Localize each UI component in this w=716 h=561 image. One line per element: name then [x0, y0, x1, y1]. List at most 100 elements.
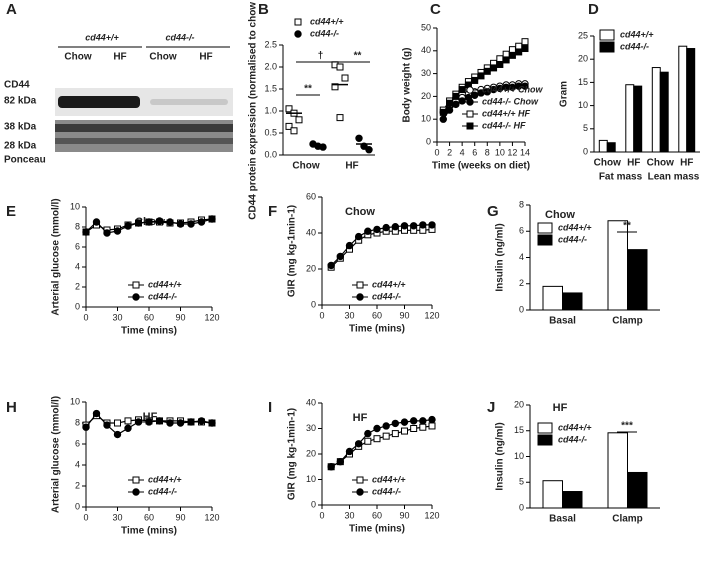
marker — [327, 261, 335, 270]
x-tick-label: 10 — [495, 147, 505, 157]
marker — [490, 64, 498, 72]
marker — [187, 418, 195, 426]
marker — [92, 218, 101, 226]
y-tick-label: 60 — [306, 191, 316, 201]
legend-swatch — [537, 422, 553, 434]
panel-letter: D — [588, 1, 599, 18]
marker — [336, 63, 344, 71]
x-tick-label: 8 — [485, 147, 490, 157]
legend-marker — [132, 293, 140, 301]
sig-label: *** — [621, 421, 633, 432]
y-axis-label: CD44 protein expression (normalised to c… — [248, 0, 259, 220]
y-tick-label: 2 — [519, 278, 524, 288]
marker — [285, 122, 293, 130]
bar — [659, 71, 669, 153]
x-tick-label: 0 — [319, 310, 324, 320]
y-tick-label: 20 — [578, 54, 588, 64]
marker — [419, 417, 427, 425]
y-tick-label: 0 — [75, 301, 80, 311]
x-tick-label: Basal — [549, 514, 576, 525]
legend-label: cd44-/- — [372, 486, 401, 496]
bar — [651, 67, 661, 153]
x-tick-label: 60 — [372, 310, 382, 320]
legend-label: cd44-/- — [558, 434, 587, 444]
x-tick-label: Basal — [549, 316, 576, 327]
bar — [686, 48, 696, 153]
marker — [373, 225, 381, 234]
marker — [428, 221, 436, 229]
marker — [103, 421, 111, 429]
x-axis-label: Time (mins) — [121, 326, 177, 337]
panel-letter: A — [6, 1, 17, 18]
y-tick-label: 50 — [421, 22, 431, 32]
panel-letter: F — [268, 203, 277, 220]
y-tick-label: 0 — [583, 146, 588, 156]
x-axis-label: Time (mins) — [349, 324, 405, 335]
legend-label: cd44+/+ — [558, 422, 592, 432]
bar — [627, 471, 648, 509]
genotype-label: cd44-/- — [165, 32, 194, 42]
y-tick-label: 8 — [75, 221, 80, 231]
marker — [502, 56, 510, 64]
y-tick-label: 40 — [421, 45, 431, 55]
y-axis-label: Arterial glucose (mmol/l) — [51, 198, 62, 315]
marker — [508, 46, 516, 54]
y-tick-label: 15 — [578, 77, 588, 87]
y-tick-label: 0 — [519, 304, 524, 314]
x-tick-label: Clamp — [612, 514, 643, 525]
x-tick-label: 90 — [399, 510, 409, 520]
x-tick-label: 60 — [144, 312, 154, 322]
y-tick-label: 10 — [306, 474, 316, 484]
marker — [364, 429, 372, 438]
marker — [483, 67, 491, 75]
marker — [285, 105, 293, 113]
y-tick-label: 10 — [70, 396, 80, 406]
marker — [327, 463, 335, 471]
y-tick-label: 10 — [70, 201, 80, 211]
legend-label: cd44-/- — [558, 234, 587, 244]
y-axis-label: Insulin (ng/ml) — [495, 223, 506, 291]
marker — [197, 417, 206, 425]
genotype-label: cd44+/+ — [85, 32, 119, 42]
legend-swatch — [537, 234, 553, 246]
marker — [391, 430, 399, 438]
y-axis-label: GIR (mg kg-1min-1) — [287, 408, 298, 500]
marker — [401, 427, 408, 435]
lane-label: Chow — [149, 52, 176, 63]
marker — [355, 134, 363, 142]
y-tick-label: 20 — [421, 91, 431, 101]
x-tick-label: Chow — [594, 158, 621, 169]
x-tick-label: 0 — [319, 510, 324, 520]
legend-marker — [466, 110, 474, 118]
marker — [428, 415, 436, 424]
marker — [409, 222, 418, 230]
legend-marker — [466, 86, 474, 94]
legend-marker — [294, 30, 302, 38]
x-tick-label: 90 — [175, 312, 185, 322]
marker — [521, 45, 529, 53]
x-tick-label: 120 — [204, 512, 219, 522]
marker — [410, 425, 418, 432]
y-tick-label: 2 — [75, 281, 80, 291]
x-tick-label: Clamp — [612, 316, 643, 327]
x-tick-label: 2 — [447, 147, 452, 157]
line — [330, 425, 433, 468]
marker — [124, 424, 132, 432]
legend-marker — [466, 122, 474, 130]
marker — [515, 48, 523, 56]
x-tick-label: 0 — [83, 312, 88, 322]
x-axis-label: Time (mins) — [349, 524, 405, 535]
marker — [419, 423, 427, 431]
y-tick-label: 10 — [514, 451, 524, 461]
marker — [458, 97, 466, 105]
marker — [176, 220, 185, 228]
marker — [471, 76, 479, 84]
panel-letter: C — [430, 1, 441, 18]
marker — [391, 419, 400, 428]
chart-title: Chow — [345, 206, 375, 218]
x-tick-label: 120 — [424, 310, 439, 320]
marker — [452, 100, 460, 109]
y-tick-label: 1.0 — [264, 105, 277, 115]
x-tick-label: 90 — [399, 310, 409, 320]
